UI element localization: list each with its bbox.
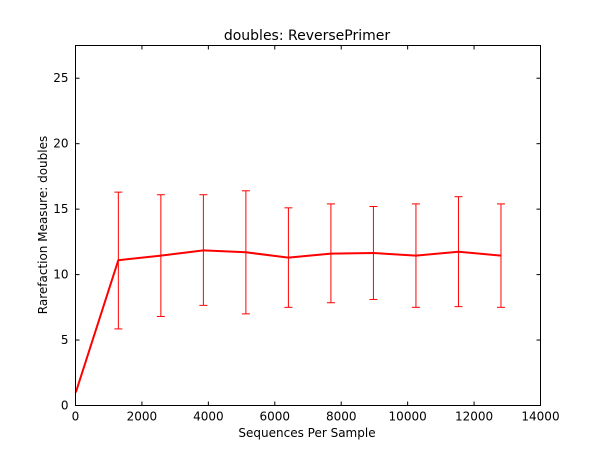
series-line: [74, 249, 502, 393]
x-tick-label: 10000: [389, 410, 427, 424]
x-tick-label: 2000: [127, 410, 158, 424]
y-tick-label: 10: [53, 268, 68, 282]
x-tick-label: 8000: [326, 410, 357, 424]
error-bars-layer: [114, 190, 505, 330]
x-tick-label: 0: [72, 410, 80, 424]
x-tick-label: 6000: [260, 410, 291, 424]
series-lines-layer: [74, 249, 502, 393]
axes-layer: 0 2000 4000 6000 8000 10000 12000 14000 0 5 10 15 20…: [53, 45, 560, 424]
y-tick-label: 20: [53, 137, 68, 151]
y-tick-label: 15: [53, 202, 68, 216]
chart-title: doubles: ReversePrimer: [224, 28, 391, 44]
y-tick-label: 0: [61, 399, 69, 413]
x-axis-label: Sequences Per Sample: [238, 426, 375, 440]
x-tick-label: 4000: [193, 410, 224, 424]
y-tick-label: 5: [61, 333, 69, 347]
y-tick-label: 25: [53, 71, 68, 85]
x-tick-label: 14000: [521, 410, 559, 424]
plot-frame: [75, 45, 541, 406]
x-tick-label: 12000: [455, 410, 493, 424]
y-axis-label: Rarefaction Measure: doubles: [36, 136, 50, 314]
